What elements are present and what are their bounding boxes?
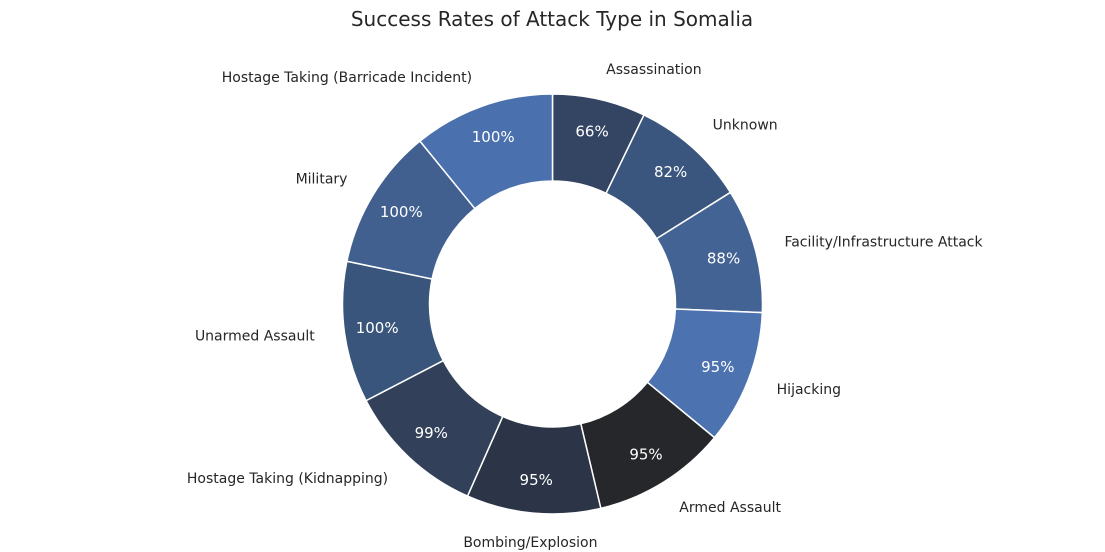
slice-category-label: Unarmed Assault <box>195 329 315 345</box>
slice-category-label: Military <box>296 171 348 187</box>
slice-percent-label: 100% <box>472 128 515 146</box>
slice-category-label: Assassination <box>606 62 702 78</box>
slice-percent-label: 99% <box>415 424 448 442</box>
slice-percent-label: 66% <box>575 122 608 140</box>
slice-category-label: Hostage Taking (Kidnapping) <box>187 471 388 487</box>
slice-category-label: Unknown <box>713 117 778 133</box>
slice-category-label: Armed Assault <box>679 500 781 516</box>
slice-category-label: Hostage Taking (Barricade Incident) <box>222 70 472 86</box>
donut-slice <box>418 93 554 210</box>
percent-labels-group: 66% 82% 88% 95% 95% 95% 99% 100% 100% 100% <box>356 122 741 489</box>
slice-category-label: Facility/Infrastructure Attack <box>784 234 983 250</box>
slice-percent-label: 95% <box>629 445 662 463</box>
slice-percent-label: 88% <box>707 250 740 268</box>
slice-category-label: Bombing/Explosion <box>463 535 597 551</box>
slice-percent-label: 82% <box>654 163 687 181</box>
chart-title: Success Rates of Attack Type in Somalia <box>351 7 753 31</box>
slice-percent-label: 100% <box>356 319 399 337</box>
slice-percent-label: 95% <box>520 471 553 489</box>
slices-group <box>341 93 764 515</box>
slice-category-label: Hijacking <box>777 382 841 398</box>
slice-percent-label: 95% <box>701 358 734 376</box>
category-labels-group: Assassination Unknown Facility/Infrastruct… <box>187 62 984 551</box>
slice-percent-label: 100% <box>380 203 423 221</box>
